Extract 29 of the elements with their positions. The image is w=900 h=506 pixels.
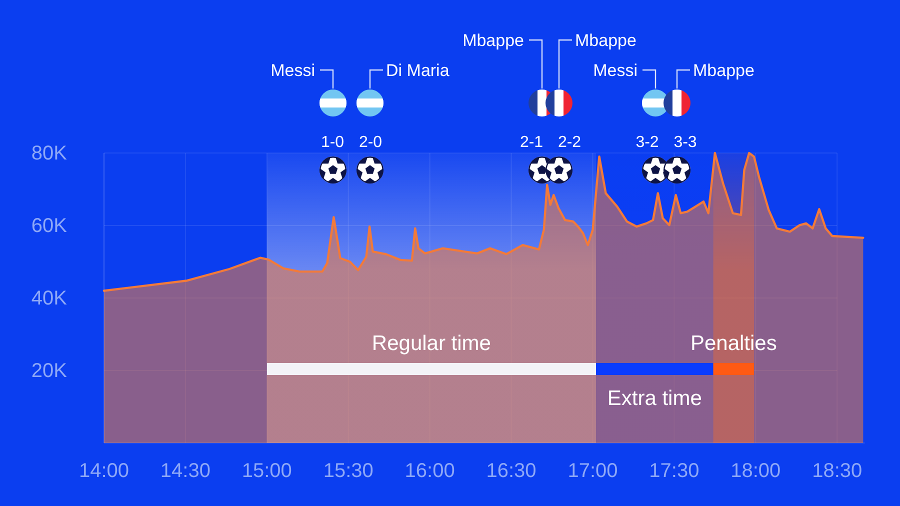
x-tick-label: 15:30 bbox=[323, 460, 374, 482]
x-tick-label: 14:00 bbox=[78, 460, 130, 482]
y-tick-label: 80K bbox=[31, 142, 68, 164]
text: Mbappe bbox=[575, 31, 636, 50]
x-tick-label: 14:30 bbox=[160, 460, 210, 482]
x-tick-label: 18:30 bbox=[812, 460, 862, 482]
text: 3-2 bbox=[636, 134, 659, 151]
x-tick-label: 16:30 bbox=[486, 460, 536, 482]
text: 2-2 bbox=[558, 134, 582, 151]
text: Di Maria bbox=[386, 61, 450, 80]
y-tick-label: 60K bbox=[31, 214, 68, 237]
text: Messi bbox=[593, 61, 638, 80]
text: 3-3 bbox=[674, 134, 697, 151]
band-label: Penalties bbox=[690, 332, 777, 355]
x-tick-label: 15:00 bbox=[242, 460, 292, 482]
text: 1-0 bbox=[320, 134, 344, 151]
x-tick-label: 17:00 bbox=[568, 460, 618, 482]
band-label: Extra time bbox=[607, 387, 702, 410]
text: 2-1 bbox=[520, 134, 544, 151]
text: Mbappe bbox=[693, 61, 754, 80]
text: Messi bbox=[270, 61, 315, 80]
band-label: Regular time bbox=[372, 332, 491, 355]
y-tick-label: 40K bbox=[31, 287, 68, 310]
x-tick-label: 16:00 bbox=[404, 460, 455, 482]
x-tick-label: 17:30 bbox=[649, 460, 700, 482]
text: 2-0 bbox=[358, 134, 382, 151]
text: Mbappe bbox=[462, 31, 524, 50]
x-tick-label: 18:00 bbox=[730, 460, 781, 482]
y-tick-label: 20K bbox=[31, 360, 68, 382]
